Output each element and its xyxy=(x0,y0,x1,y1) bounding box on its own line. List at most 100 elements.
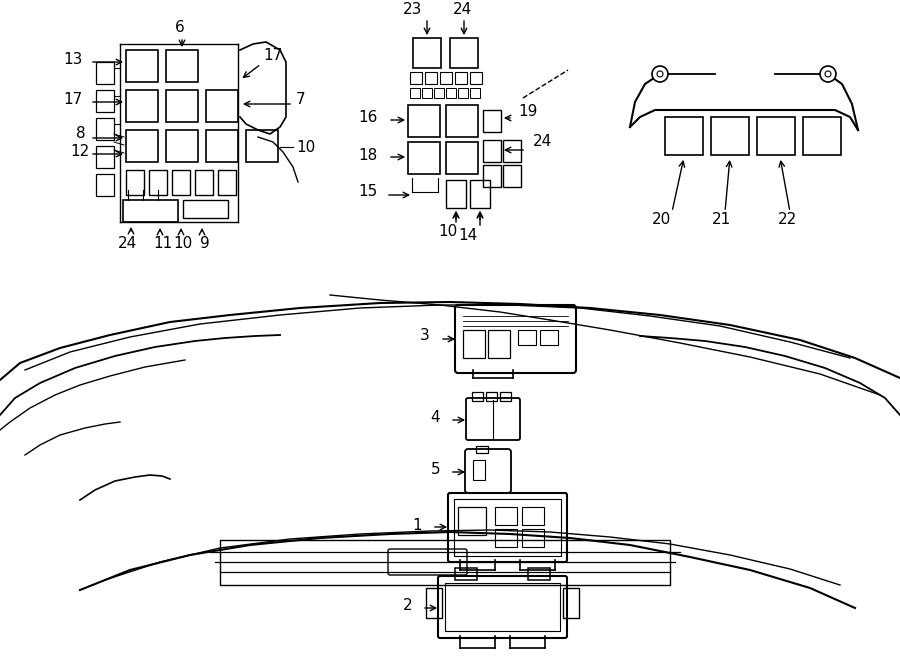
Bar xyxy=(166,130,198,162)
Bar xyxy=(123,200,178,222)
Bar xyxy=(446,142,478,174)
Bar xyxy=(522,529,544,547)
Bar xyxy=(483,140,501,162)
Text: 17: 17 xyxy=(263,48,283,63)
Bar xyxy=(470,72,482,84)
Bar xyxy=(126,130,158,162)
Text: 23: 23 xyxy=(403,3,423,17)
Bar xyxy=(455,568,477,580)
Bar xyxy=(463,330,485,358)
Bar xyxy=(473,460,485,480)
Bar xyxy=(495,529,517,547)
Bar xyxy=(476,446,488,453)
Text: 14: 14 xyxy=(458,227,477,243)
Text: 5: 5 xyxy=(430,463,440,477)
Bar xyxy=(540,330,558,345)
Bar xyxy=(410,88,420,98)
Text: 3: 3 xyxy=(420,329,430,344)
Bar xyxy=(96,62,114,84)
Bar xyxy=(166,90,198,122)
Bar xyxy=(455,72,467,84)
Circle shape xyxy=(657,71,663,77)
Bar xyxy=(503,165,521,187)
Bar xyxy=(434,88,444,98)
Bar xyxy=(149,170,167,195)
Text: 2: 2 xyxy=(402,598,412,613)
Bar xyxy=(711,117,749,155)
Bar xyxy=(206,130,238,162)
Bar xyxy=(96,146,114,168)
Text: 24: 24 xyxy=(118,237,137,251)
Bar xyxy=(206,90,238,122)
Bar xyxy=(425,72,437,84)
Text: 24: 24 xyxy=(454,3,473,17)
Text: 10: 10 xyxy=(173,237,193,251)
Bar xyxy=(470,88,480,98)
Bar xyxy=(96,118,114,140)
Bar xyxy=(408,142,440,174)
Bar xyxy=(218,170,236,195)
Text: 22: 22 xyxy=(778,212,797,227)
Bar xyxy=(528,568,550,580)
Bar xyxy=(195,170,213,195)
Text: 10: 10 xyxy=(296,139,315,155)
Bar xyxy=(472,392,483,401)
Bar xyxy=(413,38,441,68)
Bar xyxy=(503,140,521,162)
Bar xyxy=(422,88,432,98)
Text: 6: 6 xyxy=(176,20,184,36)
Bar xyxy=(458,88,468,98)
Bar xyxy=(126,50,158,82)
Text: 21: 21 xyxy=(712,212,731,227)
Bar xyxy=(488,330,510,358)
Bar xyxy=(126,170,144,195)
Circle shape xyxy=(652,66,668,82)
Bar xyxy=(172,170,190,195)
Bar xyxy=(445,583,560,631)
Text: 4: 4 xyxy=(430,410,440,426)
Text: 24: 24 xyxy=(533,134,553,149)
Text: 9: 9 xyxy=(200,237,210,251)
Bar xyxy=(518,330,536,345)
Bar xyxy=(458,507,486,535)
Bar xyxy=(440,72,452,84)
Text: 7: 7 xyxy=(296,93,306,108)
Bar xyxy=(563,588,579,618)
Text: 19: 19 xyxy=(518,104,537,120)
Text: 10: 10 xyxy=(438,225,457,239)
Bar xyxy=(446,105,478,137)
Text: 16: 16 xyxy=(358,110,377,126)
Bar xyxy=(96,174,114,196)
Text: 18: 18 xyxy=(358,147,377,163)
Bar xyxy=(408,105,440,137)
Bar xyxy=(446,88,456,98)
Bar xyxy=(665,117,703,155)
Bar xyxy=(446,180,466,208)
Bar xyxy=(495,507,517,525)
Text: 15: 15 xyxy=(358,184,377,200)
Text: 13: 13 xyxy=(63,52,83,67)
Bar xyxy=(522,507,544,525)
Bar xyxy=(483,110,501,132)
Bar xyxy=(126,90,158,122)
Bar xyxy=(246,130,278,162)
Bar xyxy=(220,540,670,585)
Circle shape xyxy=(825,71,831,77)
Bar xyxy=(426,588,442,618)
Bar xyxy=(757,117,795,155)
Bar xyxy=(410,72,422,84)
Text: 17: 17 xyxy=(63,93,82,108)
Text: 11: 11 xyxy=(153,237,172,251)
Bar xyxy=(454,499,561,556)
Text: 8: 8 xyxy=(76,126,86,141)
Bar xyxy=(500,392,511,401)
Bar xyxy=(803,117,841,155)
Bar xyxy=(450,38,478,68)
Bar xyxy=(483,165,501,187)
Text: 1: 1 xyxy=(412,518,422,533)
Text: 20: 20 xyxy=(652,212,671,227)
Bar xyxy=(470,180,490,208)
Bar xyxy=(166,50,198,82)
Circle shape xyxy=(820,66,836,82)
Bar xyxy=(96,90,114,112)
